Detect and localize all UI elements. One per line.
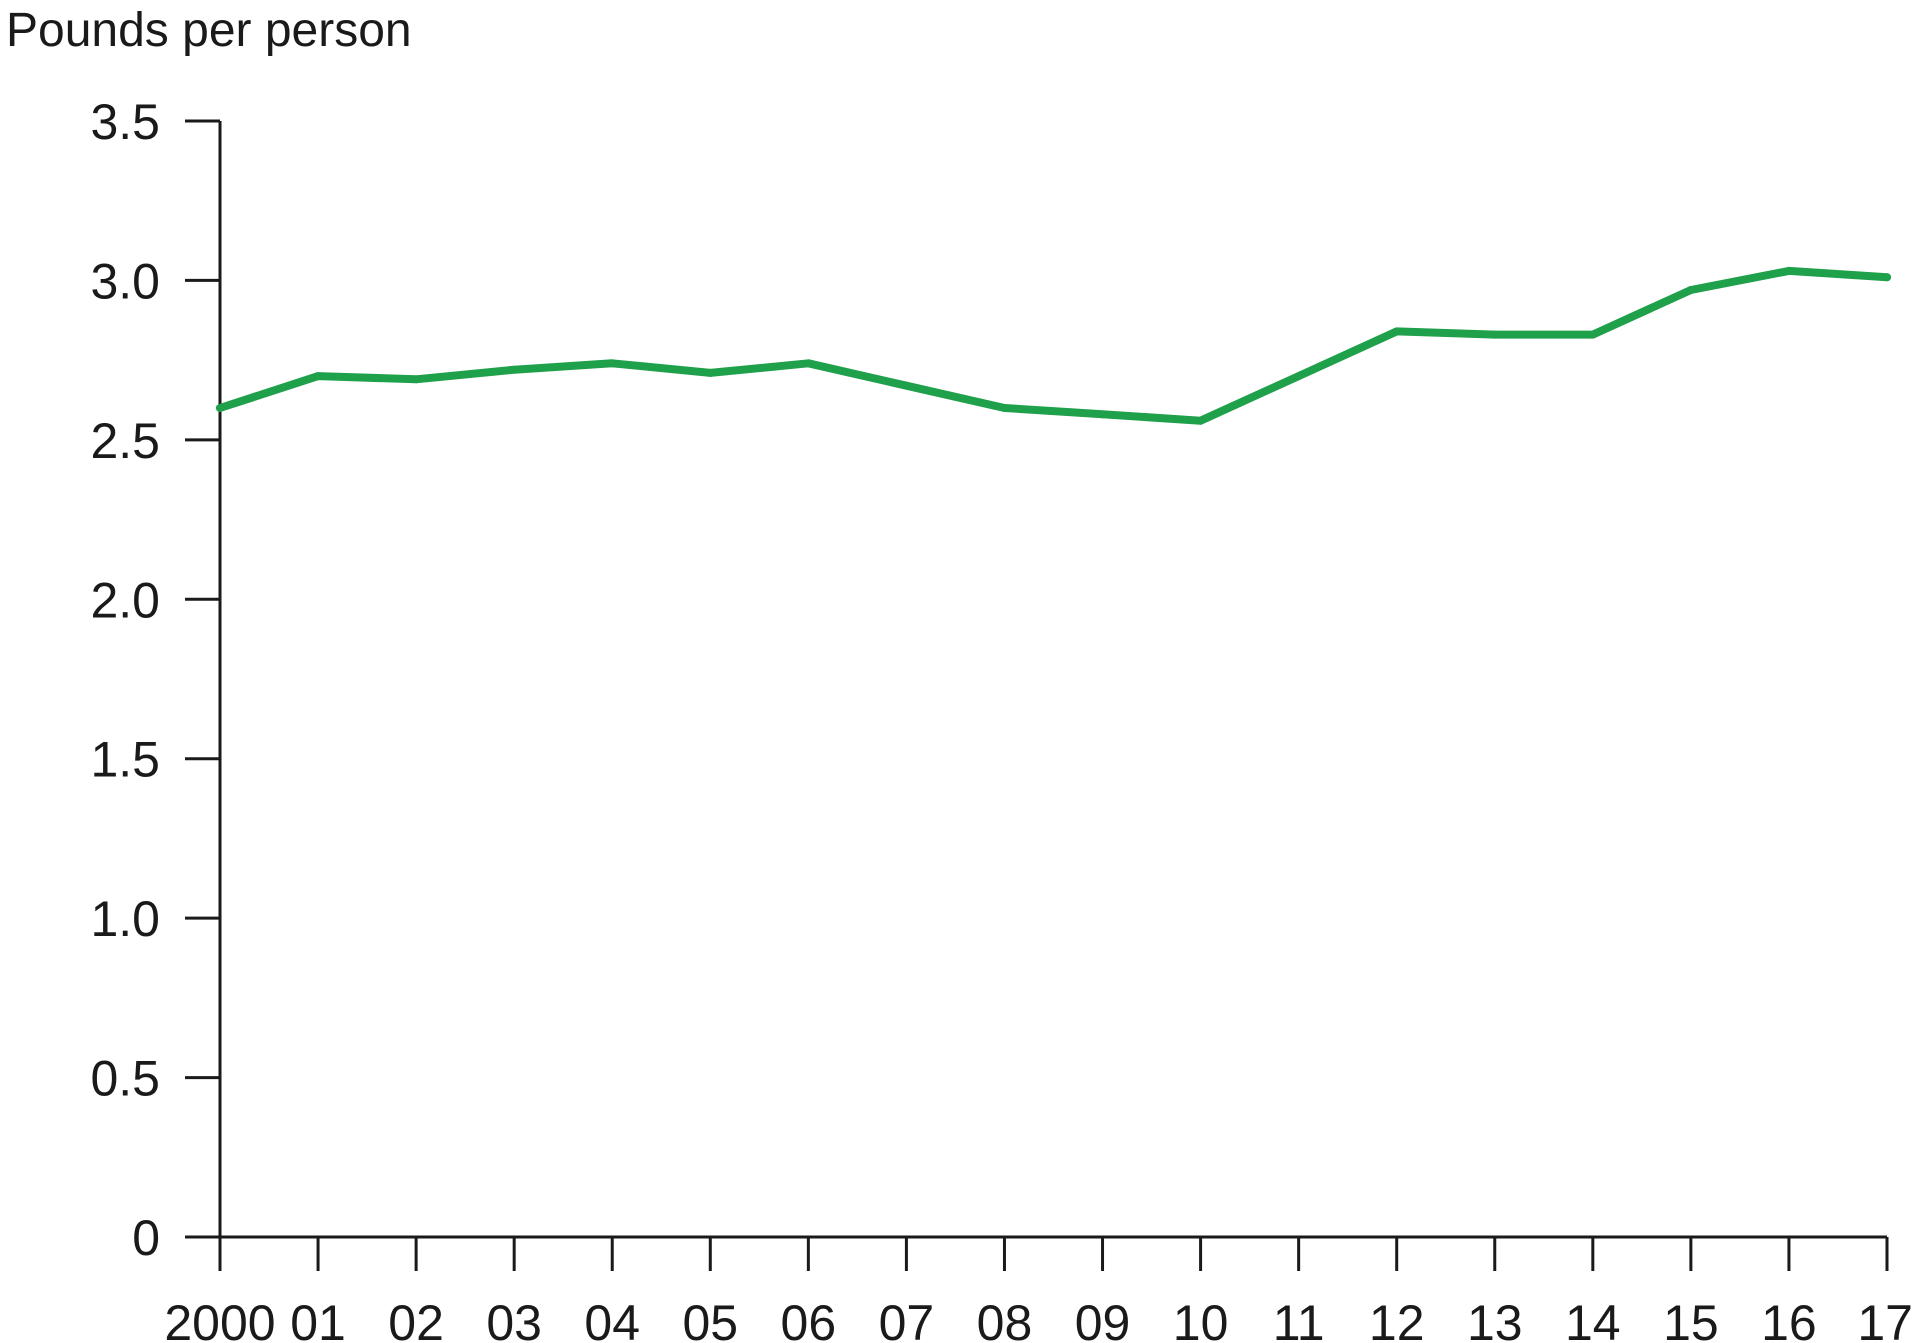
- data-point: [412, 375, 421, 384]
- y-tick-label: 1.5: [90, 732, 160, 788]
- x-tick-label: 09: [1075, 1295, 1131, 1343]
- y-tick-label: 2.5: [90, 413, 160, 469]
- x-tick-label: 2000: [164, 1295, 275, 1343]
- x-tick-label: 05: [682, 1295, 738, 1343]
- x-tick-label: 13: [1467, 1295, 1523, 1343]
- x-tick-label: 04: [584, 1295, 640, 1343]
- data-point: [1294, 372, 1303, 381]
- data-point: [510, 365, 519, 374]
- data-point: [1000, 403, 1009, 412]
- x-axis: 2000 01 02 03 04 05 06 07 08 09 10 11 12 13 14 15 16 17: [164, 1235, 1913, 1343]
- x-tick-label: 11: [1273, 1295, 1325, 1343]
- x-tick-label: 03: [486, 1295, 542, 1343]
- data-point: [1883, 273, 1891, 282]
- data-point: [1490, 330, 1499, 339]
- x-tick-label: 10: [1173, 1295, 1229, 1343]
- data-point: [1196, 416, 1205, 425]
- data-point: [1392, 327, 1401, 336]
- y-tick-label: 1.0: [90, 891, 160, 947]
- x-tick-label: 16: [1761, 1295, 1817, 1343]
- y-tick-label: 0.5: [90, 1051, 160, 1107]
- series-layer: [216, 266, 1891, 425]
- x-tick-label: 15: [1663, 1295, 1719, 1343]
- y-tick-label: 3.5: [90, 94, 160, 150]
- data-point: [1686, 285, 1695, 294]
- y-tick-label: 2.0: [90, 572, 160, 628]
- data-point: [804, 359, 813, 368]
- x-tick-label: 14: [1565, 1295, 1621, 1343]
- x-tick-label: 12: [1369, 1295, 1425, 1343]
- y-axis: 0 0.5 1.0 1.5 2.0 2.5 3.0 3.5: [90, 94, 222, 1266]
- data-point: [1784, 266, 1793, 275]
- y-tick-label: 3.0: [90, 253, 160, 309]
- data-point: [608, 359, 617, 368]
- x-tick-label: 08: [977, 1295, 1033, 1343]
- y-axis-title: Pounds per person: [6, 4, 412, 57]
- x-tick-label: 01: [290, 1295, 346, 1343]
- y-tick-label: 0: [132, 1210, 160, 1266]
- data-point: [1098, 410, 1107, 419]
- x-tick-label: 07: [879, 1295, 935, 1343]
- x-tick-label: 02: [388, 1295, 444, 1343]
- x-tick-label: 17: [1857, 1295, 1913, 1343]
- data-point: [1588, 330, 1597, 339]
- data-point: [902, 381, 911, 390]
- series-line: [216, 266, 1891, 425]
- x-tick-label: 06: [781, 1295, 837, 1343]
- data-point: [706, 368, 715, 377]
- data-point: [216, 403, 224, 412]
- data-point: [314, 372, 323, 381]
